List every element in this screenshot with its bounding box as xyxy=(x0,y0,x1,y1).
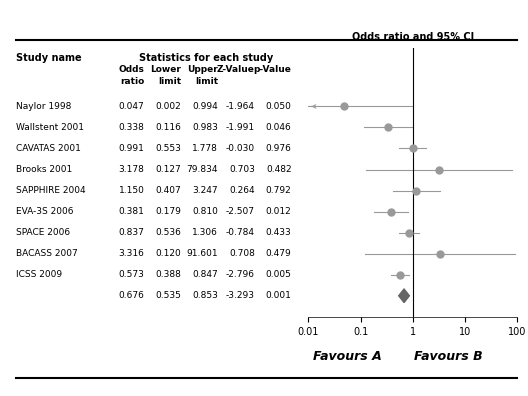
Text: Study name: Study name xyxy=(16,53,81,63)
Polygon shape xyxy=(399,289,409,303)
Text: ICSS 2009: ICSS 2009 xyxy=(16,270,62,279)
Text: limit: limit xyxy=(195,77,218,86)
Text: 0.433: 0.433 xyxy=(266,228,291,237)
Text: 0.388: 0.388 xyxy=(155,270,181,279)
Text: 0.976: 0.976 xyxy=(266,144,291,153)
Text: 0.120: 0.120 xyxy=(156,249,181,258)
Text: 0.553: 0.553 xyxy=(155,144,181,153)
Text: 0.338: 0.338 xyxy=(119,123,145,132)
Text: 1.306: 1.306 xyxy=(192,228,218,237)
Text: 0.046: 0.046 xyxy=(266,123,291,132)
Text: 0.050: 0.050 xyxy=(266,102,291,111)
Text: 0.407: 0.407 xyxy=(156,186,181,195)
Text: 0.179: 0.179 xyxy=(155,207,181,216)
Text: -1.964: -1.964 xyxy=(226,102,255,111)
Text: 0.047: 0.047 xyxy=(119,102,145,111)
Text: 0.002: 0.002 xyxy=(156,102,181,111)
Text: SPACE 2006: SPACE 2006 xyxy=(16,228,70,237)
Text: Favours B: Favours B xyxy=(414,350,483,364)
Text: Upper: Upper xyxy=(187,65,218,74)
Text: Odds: Odds xyxy=(119,65,145,74)
Text: EVA-3S 2006: EVA-3S 2006 xyxy=(16,207,73,216)
Text: 0.983: 0.983 xyxy=(192,123,218,132)
Text: SAPPHIRE 2004: SAPPHIRE 2004 xyxy=(16,186,86,195)
Text: 0.708: 0.708 xyxy=(229,249,255,258)
Text: 3.316: 3.316 xyxy=(119,249,145,258)
Text: 0.573: 0.573 xyxy=(119,270,145,279)
Text: -2.796: -2.796 xyxy=(226,270,255,279)
Text: 3.247: 3.247 xyxy=(192,186,218,195)
Text: Lower: Lower xyxy=(150,65,181,74)
Text: 0.994: 0.994 xyxy=(192,102,218,111)
Text: CAVATAS 2001: CAVATAS 2001 xyxy=(16,144,81,153)
Text: p-Value: p-Value xyxy=(253,65,291,74)
Text: 0.005: 0.005 xyxy=(266,270,291,279)
Text: 0.837: 0.837 xyxy=(119,228,145,237)
Text: 0.847: 0.847 xyxy=(192,270,218,279)
Text: 0.991: 0.991 xyxy=(119,144,145,153)
Text: 79.834: 79.834 xyxy=(186,165,218,174)
Text: 0.536: 0.536 xyxy=(155,228,181,237)
Text: 3.178: 3.178 xyxy=(119,165,145,174)
Text: Statistics for each study: Statistics for each study xyxy=(139,53,273,63)
Text: 0.676: 0.676 xyxy=(119,291,145,300)
Text: 0.853: 0.853 xyxy=(192,291,218,300)
Text: Brooks 2001: Brooks 2001 xyxy=(16,165,72,174)
Text: 0.479: 0.479 xyxy=(266,249,291,258)
Text: Z-Value: Z-Value xyxy=(217,65,255,74)
Text: Odds ratio and 95% CI: Odds ratio and 95% CI xyxy=(352,32,474,42)
Text: limit: limit xyxy=(158,77,181,86)
Text: 1.150: 1.150 xyxy=(119,186,145,195)
Text: -1.991: -1.991 xyxy=(225,123,255,132)
Text: 91.601: 91.601 xyxy=(186,249,218,258)
Text: 0.810: 0.810 xyxy=(192,207,218,216)
Text: Favours A: Favours A xyxy=(313,350,381,364)
Text: -2.507: -2.507 xyxy=(226,207,255,216)
Text: 1.778: 1.778 xyxy=(192,144,218,153)
Text: 0.535: 0.535 xyxy=(155,291,181,300)
Text: -0.030: -0.030 xyxy=(225,144,255,153)
Text: 0.264: 0.264 xyxy=(229,186,255,195)
Text: ratio: ratio xyxy=(120,77,145,86)
Text: -3.293: -3.293 xyxy=(226,291,255,300)
Text: Naylor 1998: Naylor 1998 xyxy=(16,102,71,111)
Text: 0.482: 0.482 xyxy=(266,165,291,174)
Text: BACASS 2007: BACASS 2007 xyxy=(16,249,78,258)
Text: 0.116: 0.116 xyxy=(155,123,181,132)
Text: 0.703: 0.703 xyxy=(229,165,255,174)
Text: -0.784: -0.784 xyxy=(226,228,255,237)
Text: 0.381: 0.381 xyxy=(119,207,145,216)
Text: Wallstent 2001: Wallstent 2001 xyxy=(16,123,84,132)
Text: 0.792: 0.792 xyxy=(266,186,291,195)
Text: 0.012: 0.012 xyxy=(266,207,291,216)
Text: 0.001: 0.001 xyxy=(266,291,291,300)
Text: 0.127: 0.127 xyxy=(156,165,181,174)
